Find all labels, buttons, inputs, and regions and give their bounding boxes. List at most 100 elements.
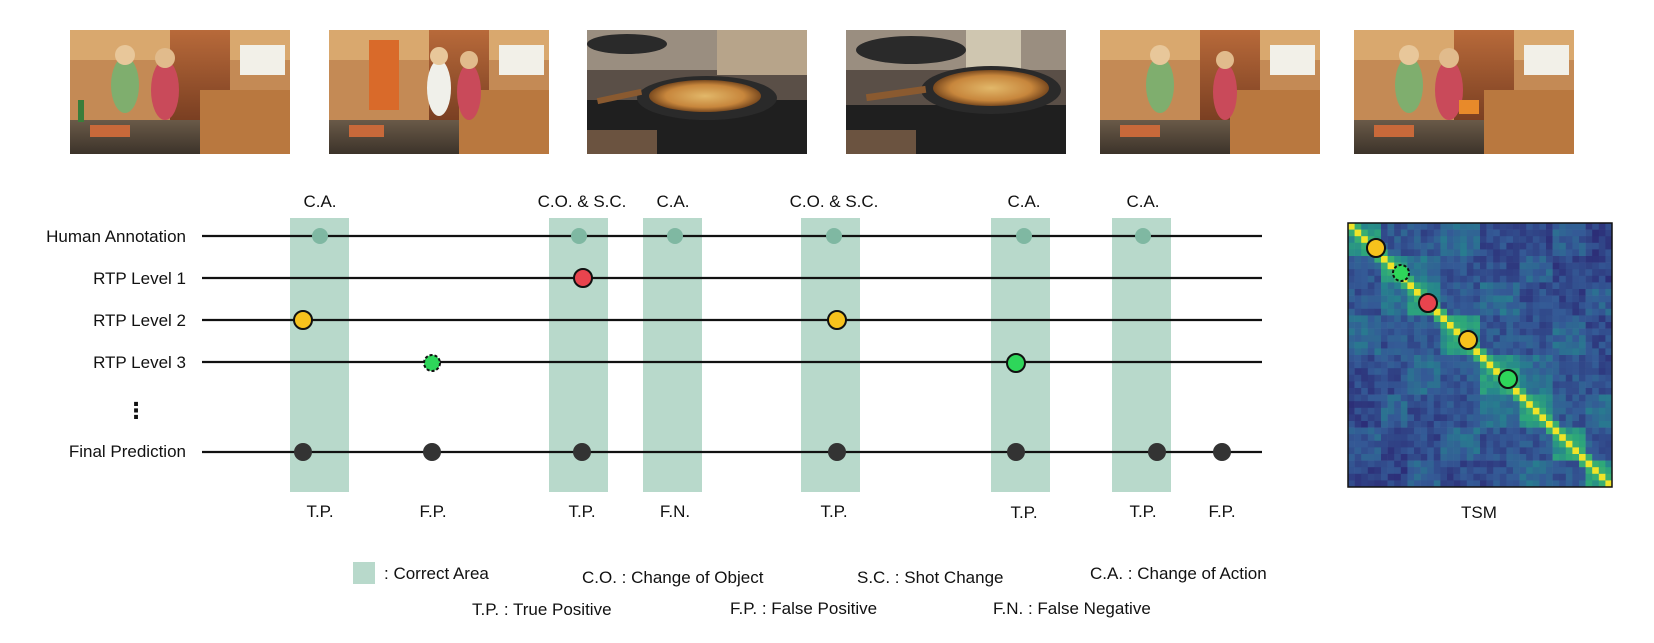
tsm-cell xyxy=(1414,315,1421,323)
tsm-cell xyxy=(1526,421,1534,428)
tsm-cell xyxy=(1367,229,1375,237)
tsm-cell xyxy=(1559,440,1567,448)
tsm-cell xyxy=(1559,302,1567,310)
tsm-cell xyxy=(1579,434,1586,442)
tsm-cell xyxy=(1420,355,1428,362)
tsm-cell xyxy=(1579,388,1586,395)
tsm-cell xyxy=(1552,341,1560,349)
tsm-cell xyxy=(1433,361,1441,369)
tsm-cell xyxy=(1539,361,1547,369)
tsm-cell xyxy=(1552,282,1560,290)
tsm-cell xyxy=(1532,223,1540,230)
tsm-cell xyxy=(1361,262,1369,270)
tsm-cell xyxy=(1526,315,1534,323)
tsm-cell xyxy=(1473,249,1481,257)
tsm-cell xyxy=(1367,262,1375,270)
tsm-cell xyxy=(1559,394,1567,402)
tsm-cell xyxy=(1407,460,1415,468)
tsm-cell xyxy=(1433,229,1441,237)
human-dot-4 xyxy=(826,228,842,244)
tsm-cell xyxy=(1407,381,1415,389)
tsm-cell xyxy=(1367,275,1375,283)
tsm-cell xyxy=(1394,341,1402,349)
tsm-cell xyxy=(1381,341,1388,349)
tsm-cell xyxy=(1460,480,1468,488)
tsm-cell xyxy=(1499,275,1507,283)
tsm-cell xyxy=(1387,223,1395,230)
row-label-rtp1: RTP Level 1 xyxy=(93,269,186,288)
tsm-cell xyxy=(1374,328,1382,336)
tsm-cell xyxy=(1433,368,1441,376)
tsm-cell xyxy=(1473,427,1481,435)
tsm-cell xyxy=(1427,348,1435,356)
tsm-cell xyxy=(1579,407,1586,415)
tsm-cell xyxy=(1493,480,1501,488)
tsm-cell xyxy=(1486,302,1494,310)
tsm-cell xyxy=(1414,275,1421,283)
tsm-cell xyxy=(1539,454,1547,461)
tsm-cell xyxy=(1506,295,1514,303)
tsm-cell xyxy=(1552,302,1560,310)
tsm-cell xyxy=(1546,355,1553,362)
tsm-cell xyxy=(1585,434,1593,442)
tsm-cell xyxy=(1605,381,1613,389)
tsm-cell xyxy=(1552,401,1560,409)
tsm-cell xyxy=(1532,249,1540,257)
tsm-cell xyxy=(1381,315,1388,323)
tsm-cell xyxy=(1400,440,1408,448)
tsm-cell xyxy=(1546,427,1553,435)
tsm-cell xyxy=(1565,348,1573,356)
tsm-cell xyxy=(1473,388,1481,395)
tsm-cell xyxy=(1585,229,1593,237)
tsm-cell xyxy=(1546,289,1553,296)
tsm-cell xyxy=(1394,355,1402,362)
tsm-cell xyxy=(1605,434,1613,442)
tsm-cell xyxy=(1565,454,1573,461)
tsm-cell xyxy=(1572,328,1580,336)
tsm-cell xyxy=(1381,282,1388,290)
tsm-cell xyxy=(1433,322,1441,329)
tsm-cell xyxy=(1367,401,1375,409)
tsm-cell xyxy=(1486,374,1494,382)
tsm-cell xyxy=(1400,289,1408,296)
tsm-cell xyxy=(1387,302,1395,310)
tsm-cell xyxy=(1440,394,1448,402)
tsm-cell xyxy=(1532,434,1540,442)
tsm-heatmap: TSM xyxy=(1347,222,1613,522)
tsm-cell xyxy=(1400,473,1408,481)
tsm-cell xyxy=(1519,269,1527,277)
tsm-cell xyxy=(1427,282,1435,290)
tsm-cell xyxy=(1480,368,1487,376)
tsm-cell xyxy=(1427,381,1435,389)
tsm-cell xyxy=(1348,394,1355,402)
tsm-cell xyxy=(1427,454,1435,461)
tsm-cell xyxy=(1559,374,1567,382)
tsm-cell xyxy=(1493,394,1501,402)
tsm-cell xyxy=(1394,381,1402,389)
tsm-cell xyxy=(1374,282,1382,290)
tsm-cell xyxy=(1466,454,1474,461)
tsm-cell xyxy=(1493,282,1501,290)
tsm-cell xyxy=(1565,421,1573,428)
tsm-cell xyxy=(1605,374,1613,382)
human-dot-5 xyxy=(1016,228,1032,244)
tsm-cell xyxy=(1539,335,1547,343)
tsm-cell xyxy=(1513,249,1520,257)
tsm-cell xyxy=(1559,262,1567,270)
tsm-cell xyxy=(1526,480,1534,488)
tsm-cell xyxy=(1559,315,1567,323)
tsm-cell xyxy=(1381,302,1388,310)
tsm-cell xyxy=(1572,229,1580,237)
tsm-cell xyxy=(1407,434,1415,442)
tsm-cell xyxy=(1519,249,1527,257)
tsm-cell xyxy=(1348,421,1355,428)
tsm-cell xyxy=(1565,282,1573,290)
tsm-cell xyxy=(1532,460,1540,468)
tsm-cell xyxy=(1598,348,1606,356)
tsm-cell xyxy=(1506,480,1514,488)
tsm-cell xyxy=(1532,236,1540,244)
tsm-cell xyxy=(1427,341,1435,349)
tsm-cell xyxy=(1466,236,1474,244)
tsm-cell xyxy=(1473,467,1481,475)
tsm-cell xyxy=(1513,289,1520,296)
